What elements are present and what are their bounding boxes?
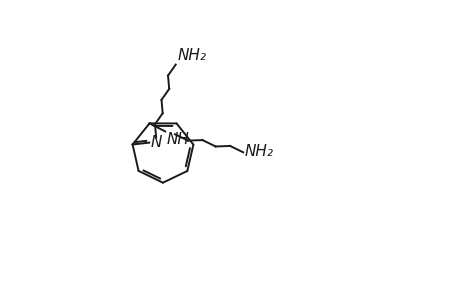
Text: NH₂: NH₂ bbox=[177, 48, 206, 63]
Text: NH₂: NH₂ bbox=[244, 144, 273, 159]
Text: NH: NH bbox=[166, 132, 189, 147]
Text: N: N bbox=[151, 135, 162, 150]
